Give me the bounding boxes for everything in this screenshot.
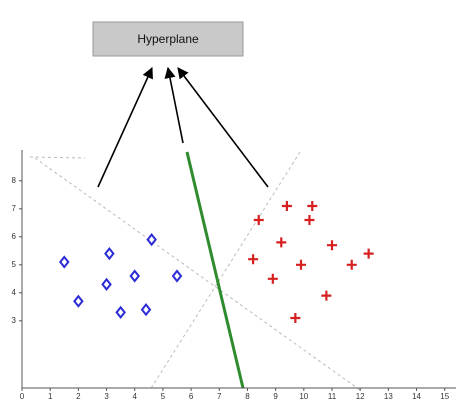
point	[248, 254, 259, 265]
point	[304, 215, 315, 225]
x-tick-label: 9	[273, 392, 278, 401]
point	[321, 290, 332, 301]
point	[276, 237, 287, 248]
annotation: Hyperplane	[137, 32, 199, 46]
x-tick-label: 14	[412, 392, 421, 401]
y-tick-label: 7	[12, 204, 17, 213]
point	[73, 294, 84, 308]
point	[104, 246, 115, 261]
point	[290, 313, 301, 323]
point	[253, 215, 264, 225]
x-tick-label: 2	[76, 392, 81, 401]
x-tick-label: 5	[161, 392, 166, 401]
x-tick-label: 0	[20, 392, 25, 401]
x-tick-label: 11	[328, 392, 337, 401]
point	[140, 302, 152, 317]
point	[346, 259, 357, 270]
x-tick-label: 10	[299, 392, 308, 401]
arrows	[97, 66, 269, 188]
point	[363, 248, 374, 259]
point	[267, 273, 278, 284]
annotation-box	[92, 21, 244, 57]
hyperplane	[185, 151, 245, 389]
point	[327, 240, 337, 251]
y-tick-label: 3	[12, 316, 17, 325]
point	[58, 255, 70, 269]
point	[307, 201, 318, 211]
x-tick-label: 15	[440, 392, 449, 401]
x-tick-label: 3	[104, 392, 109, 401]
point	[171, 269, 183, 283]
x-tick-label: 8	[245, 392, 250, 401]
x-tick-label: 7	[217, 392, 222, 401]
point	[296, 259, 306, 270]
point	[146, 232, 157, 247]
y-tick-label: 8	[12, 176, 17, 185]
x-tick-label: 12	[356, 392, 365, 401]
point	[281, 201, 292, 211]
y-tick-label: 4	[12, 288, 17, 297]
point	[101, 277, 112, 292]
x-tick-label: 1	[48, 392, 53, 401]
x-tick-label: 4	[133, 392, 138, 401]
y-tick-label: 5	[12, 260, 17, 269]
point	[115, 305, 126, 320]
x-tick-label: 13	[384, 392, 393, 401]
margin-lines	[29, 151, 361, 391]
x-tick-label: 6	[189, 392, 194, 401]
point	[129, 269, 141, 283]
y-tick-label: 6	[12, 232, 17, 241]
